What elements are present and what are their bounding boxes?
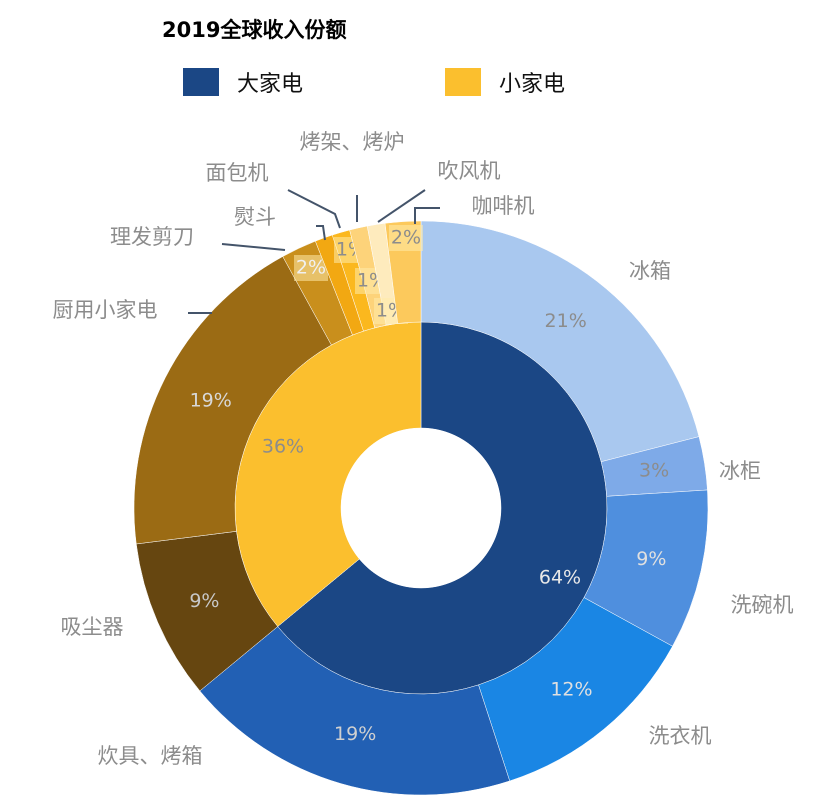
outer-percent-label: 19% [190,389,232,411]
leader-line [287,189,341,229]
category-label: 面包机 [206,161,269,185]
category-label: 冰柜 [719,459,761,483]
outer-segment-4 [199,626,511,796]
category-label: 冰箱 [629,259,671,283]
category-label: 吹风机 [438,159,501,183]
inner-percent-label: 36% [262,436,304,458]
outer-percent-label: 12% [550,678,592,700]
category-label: 理发剪刀 [110,225,194,249]
chart-title: 2019全球收入份额 [162,18,347,42]
outer-percent-label: 9% [636,548,666,570]
category-label: 洗碗机 [731,593,794,617]
leader-line [414,207,440,224]
outer-segment-0 [420,220,700,463]
category-label: 炊具、烤箱 [98,744,203,768]
legend-item-large-appliances: 大家电 [183,66,303,98]
outer-percent-label: 2% [296,257,326,279]
category-label: 厨用小家电 [53,298,158,322]
leader-line [377,189,426,223]
outer-percent-label: 21% [545,310,587,332]
category-label: 吸尘器 [61,615,124,639]
legend-swatch [183,68,219,96]
category-label: 洗衣机 [649,724,712,748]
legend-label: 大家电 [237,72,304,97]
inner-percent-label: 64% [539,567,581,589]
outer-percent-label: 3% [639,460,669,482]
outer-percent-label: 2% [391,227,421,249]
legend-swatch [445,68,481,96]
outer-percent-label: 19% [334,723,376,745]
category-label: 烤架、烤炉 [300,130,405,154]
leader-line [316,225,326,241]
category-label: 熨斗 [234,205,276,229]
percent-label-background [389,225,423,251]
category-label: 咖啡机 [472,194,535,218]
legend-label: 小家电 [499,72,566,97]
outer-segment-6 [133,256,332,545]
leader-line [221,243,286,251]
center-hole [341,428,501,588]
legend-item-small-appliances: 小家电 [445,66,565,98]
outer-percent-label: 9% [189,590,219,612]
